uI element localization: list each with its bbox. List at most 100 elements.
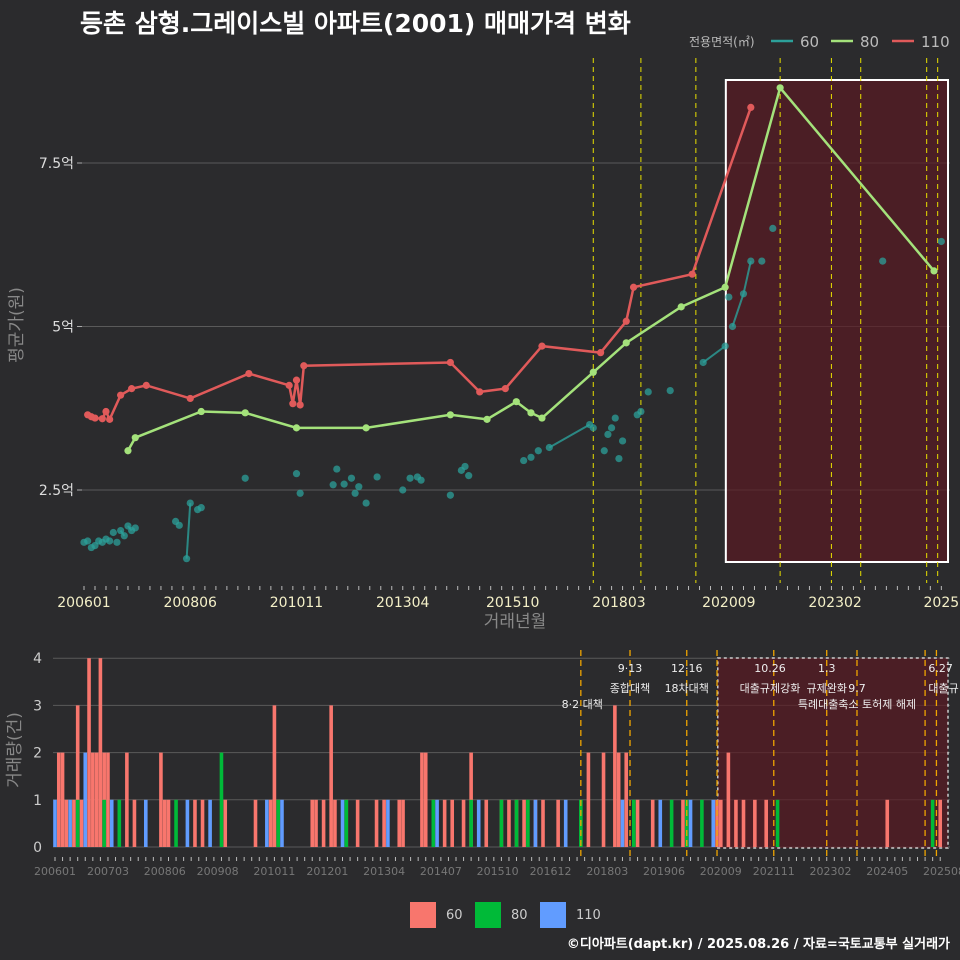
bar-x-tick-label-11: 201906 xyxy=(643,865,685,878)
point-60-49 xyxy=(611,414,619,422)
point-60-29 xyxy=(355,483,363,491)
bar-60-42 xyxy=(484,799,489,847)
bar-60-57 xyxy=(681,799,685,847)
point-60-20 xyxy=(197,504,205,512)
bar-60-46 xyxy=(522,799,526,847)
event-label-2: 종합대책 xyxy=(610,682,650,695)
series-60-segment-6 xyxy=(742,260,752,295)
point-60-40 xyxy=(520,456,528,465)
point-110-6 xyxy=(117,391,125,399)
bar-80-11 xyxy=(526,799,530,847)
legend-label-top-110: 110 xyxy=(921,33,950,51)
bar-110-17 xyxy=(688,799,693,847)
bar-60-16 xyxy=(166,799,171,847)
event-label-6: 대출규제강화 xyxy=(740,682,801,695)
bar-80-16 xyxy=(700,799,704,847)
bar-60-35 xyxy=(420,752,424,847)
bar-60-6 xyxy=(87,658,91,847)
point-110-2 xyxy=(91,414,99,422)
bar-110-5 xyxy=(185,799,190,847)
point-80-6 xyxy=(446,411,454,419)
point-60-58 xyxy=(725,293,733,301)
point-60-7 xyxy=(106,537,114,545)
bar-60-63 xyxy=(753,799,757,847)
bar-y-tick-label-2: 2 xyxy=(33,746,42,762)
series-60-segment-2 xyxy=(185,503,192,559)
bar-80-14 xyxy=(669,799,674,847)
event-label-1: 9·13 xyxy=(618,662,643,675)
point-60-38 xyxy=(461,462,469,471)
y-tick-label-0: 2.5억 xyxy=(39,483,74,499)
legend-label-110: 110 xyxy=(576,907,601,923)
legend-swatch-80 xyxy=(475,902,501,928)
bar-legend: 60 80 110 xyxy=(0,898,960,932)
series-60-segment-1 xyxy=(127,525,133,532)
point-110-20 xyxy=(597,349,605,357)
legend-swatch-60 xyxy=(410,902,436,928)
point-60-17 xyxy=(182,555,191,563)
bar-60-54 xyxy=(624,752,629,847)
bar-x-tick-label-1: 200703 xyxy=(87,865,129,878)
point-60-50 xyxy=(615,455,623,463)
bar-x-tick-label-16: 202508 xyxy=(923,865,960,878)
point-80-1 xyxy=(131,434,139,442)
point-80-2 xyxy=(197,407,205,416)
point-60-1 xyxy=(84,537,92,545)
bar-110-10 xyxy=(386,799,390,847)
point-110-9 xyxy=(186,394,194,403)
point-60-32 xyxy=(399,486,407,494)
bar-110-1 xyxy=(68,799,72,847)
point-80-12 xyxy=(622,339,630,347)
bar-80-10 xyxy=(514,799,519,847)
bar-60-19 xyxy=(223,799,228,847)
x-tick-label-0: 200601 xyxy=(57,595,110,611)
point-110-21 xyxy=(622,317,630,325)
point-60-45 xyxy=(589,424,597,432)
bar-60-56 xyxy=(650,799,655,847)
point-60-22 xyxy=(292,470,301,478)
bar-60-3 xyxy=(72,799,76,847)
bar-60-49 xyxy=(556,799,560,847)
point-60-64 xyxy=(879,257,887,265)
point-80-16 xyxy=(930,267,938,275)
bar-60-14 xyxy=(159,752,163,847)
x-tick-label-8: 2025 xyxy=(924,595,960,611)
price-line-chart: 2.5억 5억 7.5억 200601 200806 201011 201304 201510… xyxy=(7,33,959,632)
highlight-box xyxy=(724,79,949,563)
point-60-63 xyxy=(769,224,777,232)
bar-60-7 xyxy=(91,752,95,847)
series-60-segment-5 xyxy=(731,293,745,327)
event-label-3: 12·16 xyxy=(671,662,703,675)
bar-x-tick-label-13: 202111 xyxy=(753,865,795,878)
point-80-9 xyxy=(527,409,535,417)
x-axis-title: 거래년월 xyxy=(484,612,547,632)
bar-60-28 xyxy=(333,799,337,847)
point-110-4 xyxy=(102,407,110,416)
bar-60-21 xyxy=(268,799,273,847)
legend-title: 전용면적(㎡) xyxy=(689,35,755,49)
bar-60-4 xyxy=(75,705,80,847)
bar-110-15 xyxy=(620,799,625,847)
bar-x-tick-label-10: 201803 xyxy=(586,865,628,878)
bar-60-65 xyxy=(885,799,890,847)
event-label-10: 특례대출축소 토허제 해제 xyxy=(798,697,916,711)
point-80-10 xyxy=(538,414,546,422)
point-110-16 xyxy=(446,358,454,367)
bar-60-18 xyxy=(200,799,205,847)
point-60-55 xyxy=(666,386,674,395)
point-60-42 xyxy=(534,447,542,455)
legend-item-80: 80 xyxy=(475,902,528,928)
point-110-17 xyxy=(476,388,484,396)
point-60-47 xyxy=(604,430,612,439)
series-60-segment-0 xyxy=(119,529,126,537)
bar-y-tick-label-3: 3 xyxy=(33,698,42,714)
point-110-23 xyxy=(688,270,696,278)
point-60-35 xyxy=(417,476,425,484)
point-60-46 xyxy=(600,447,608,455)
point-80-5 xyxy=(362,424,370,432)
x-tick-label-4: 201510 xyxy=(486,595,539,611)
point-60-33 xyxy=(406,474,414,482)
point-110-22 xyxy=(629,283,638,291)
x-tick-label-3: 201304 xyxy=(376,595,430,611)
